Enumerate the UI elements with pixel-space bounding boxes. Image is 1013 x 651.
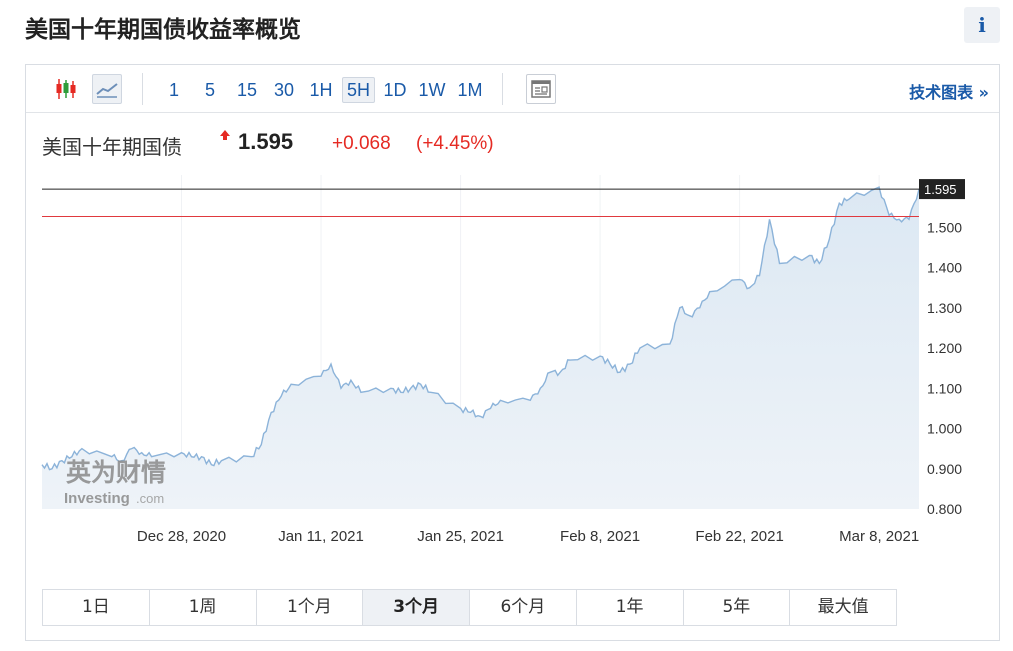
range-1m[interactable]: 1个月: [257, 590, 364, 625]
y-tick-label: 1.100: [927, 380, 962, 396]
y-tick-label: 1.300: [927, 300, 962, 316]
y-tick-label: 1.000: [927, 421, 962, 437]
interval-1d[interactable]: 1D: [383, 80, 407, 100]
range-5y[interactable]: 5年: [684, 590, 791, 625]
watermark-en: Investing: [64, 490, 130, 507]
watermark-suffix: .com: [136, 491, 164, 506]
range-max[interactable]: 最大值: [817, 597, 869, 617]
toolbar-divider: [142, 73, 143, 105]
instrument-name: 美国十年期国债: [42, 135, 182, 159]
interval-1h[interactable]: 1H: [309, 80, 333, 100]
current-price-label: 1.595: [919, 179, 965, 200]
watermark-cn: 英为财情: [66, 458, 166, 487]
x-tick-label: Jan 25, 2021: [417, 528, 504, 545]
range-3m[interactable]: 3个月: [363, 590, 470, 625]
y-axis: 1.500 1.400 1.300 1.200 1.100 1.000 0.900 0.800: [927, 219, 962, 517]
range-6m[interactable]: 6个月: [470, 590, 577, 625]
interval-5[interactable]: 5: [204, 80, 215, 100]
yield-line: [41, 186, 920, 471]
interval-5h[interactable]: 5H: [342, 77, 375, 103]
line-chart-icon[interactable]: [92, 74, 122, 104]
x-tick-label: Jan 11, 2021: [278, 528, 364, 545]
page-title: 美国十年期国债收益率概览: [25, 17, 301, 43]
yield-area: [42, 187, 919, 509]
interval-1m[interactable]: 1M: [457, 80, 483, 100]
candlestick-icon[interactable]: [50, 74, 80, 104]
y-tick-label: 1.200: [927, 340, 962, 356]
x-axis: Dec 28, 2020 Jan 11, 2021 Jan 25, 2021 Feb …: [137, 528, 919, 545]
toolbar-divider: [502, 73, 503, 105]
y-tick-label: 0.800: [927, 501, 962, 517]
interval-1w[interactable]: 1W: [418, 80, 446, 100]
x-tick-label: Mar 8, 2021: [839, 528, 919, 545]
last-price: 1.595: [238, 129, 294, 154]
interval-30[interactable]: 30: [273, 80, 295, 100]
news-panel-icon[interactable]: [526, 74, 556, 104]
y-tick-label: 1.500: [927, 219, 962, 235]
range-1y[interactable]: 1年: [577, 590, 684, 625]
chart-toolbar: 1 5 15 30 1H 5H 1D 1W 1M 技术图表 »: [26, 65, 999, 113]
up-arrow-icon: [220, 125, 230, 140]
time-range-selector: 1日 1周 1个月 3个月 6个月 1年 5年 最大值: [42, 589, 897, 626]
interval-1[interactable]: 1: [168, 80, 179, 100]
y-tick-label: 1.400: [927, 260, 962, 276]
price-change: +0.068: [332, 133, 391, 154]
price-change-percent: (+4.45%): [416, 133, 494, 154]
range-1d[interactable]: 1日: [43, 590, 150, 625]
chart-panel: 1 5 15 30 1H 5H 1D 1W 1M 技术图表 » 美国十年期国债: [25, 64, 1000, 641]
range-1w[interactable]: 1周: [150, 590, 257, 625]
interval-15[interactable]: 15: [236, 80, 258, 100]
y-tick-label: 0.900: [927, 461, 962, 477]
current-price-label-text: 1.595: [924, 182, 957, 197]
x-tick-label: Dec 28, 2020: [137, 528, 226, 545]
info-button[interactable]: i: [964, 7, 1000, 43]
investing-watermark: 英为财情 Investing .com: [64, 458, 166, 507]
x-tick-label: Feb 8, 2021: [560, 528, 640, 545]
technical-chart-link[interactable]: 技术图表 »: [909, 83, 989, 102]
yield-chart[interactable]: 1.595 1.500 1.400 1.300 1.200 1.100 1.000 0.90…: [26, 65, 999, 565]
x-tick-label: Feb 22, 2021: [695, 528, 783, 545]
